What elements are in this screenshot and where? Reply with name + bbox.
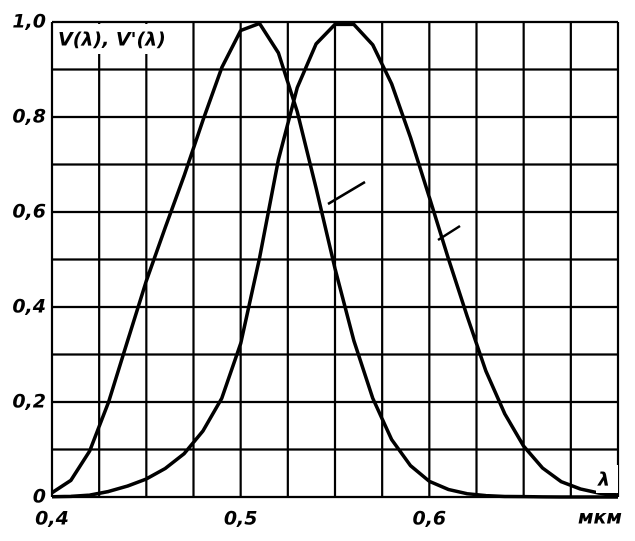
x-axis-label: λ xyxy=(597,469,610,491)
leader-line xyxy=(327,180,366,206)
y-tick-label: 0 xyxy=(33,486,46,508)
x-tick-label: 0,6 xyxy=(412,508,446,530)
x-unit-label: мкм xyxy=(578,507,622,529)
y-tick-label: 0,4 xyxy=(12,296,46,318)
y-tick-label: 0,8 xyxy=(12,106,46,128)
label-backdrop xyxy=(56,24,180,54)
y-tick-label: 1,0 xyxy=(12,11,46,33)
x-tick-label: 0,4 xyxy=(35,508,69,530)
y-tick-label: 0,2 xyxy=(12,391,46,413)
label-backdrop xyxy=(596,465,618,493)
y-axis-label: V(λ), V'(λ) xyxy=(58,29,166,51)
leader-line xyxy=(437,224,461,242)
data-line xyxy=(51,21,618,499)
plot xyxy=(51,21,619,499)
y-tick-label: 0,6 xyxy=(12,201,46,223)
x-tick-label: 0,5 xyxy=(224,508,258,530)
data-line xyxy=(51,22,619,499)
